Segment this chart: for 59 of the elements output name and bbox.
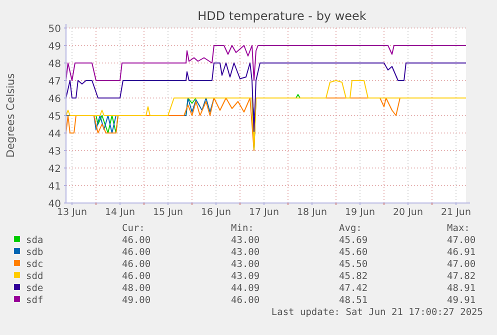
y-tick-label: 48 bbox=[48, 59, 61, 70]
text: 45.50 bbox=[339, 259, 368, 270]
y-tick-label: 41 bbox=[48, 182, 61, 192]
legend-label: sdd bbox=[26, 271, 44, 282]
text: 48.51 bbox=[339, 295, 368, 306]
text: 45.69 bbox=[339, 235, 368, 246]
text: 43.00 bbox=[231, 259, 260, 270]
y-tick-label: 44 bbox=[48, 129, 61, 140]
text: 46.00 bbox=[122, 235, 151, 246]
text: 46.00 bbox=[231, 295, 260, 306]
text: Max: bbox=[447, 223, 470, 234]
line-series bbox=[66, 80, 466, 150]
text: Last update: Sat Jun 21 17:00:27 2025 bbox=[271, 307, 483, 318]
text: 44.09 bbox=[231, 283, 260, 294]
legend-label: sdf bbox=[26, 295, 44, 306]
y-tick-label: 45 bbox=[48, 112, 61, 122]
x-tick-label: 17 Jun bbox=[249, 207, 279, 218]
text: Avg: bbox=[339, 223, 362, 234]
chart-title: HDD temperature - by week bbox=[198, 9, 366, 23]
y-tick-label: 49 bbox=[48, 42, 61, 52]
line-series bbox=[66, 45, 466, 81]
text: 45.60 bbox=[339, 247, 368, 258]
x-tick-label: 18 Jun bbox=[297, 207, 327, 218]
text: 46.91 bbox=[447, 247, 476, 258]
text: 46.00 bbox=[122, 271, 151, 282]
text: 47.00 bbox=[447, 235, 476, 246]
text: 48.91 bbox=[447, 283, 476, 294]
legend-label: sdc bbox=[26, 259, 44, 270]
line-series bbox=[66, 62, 466, 132]
text: 43.00 bbox=[231, 247, 260, 258]
y-tick-label: 46 bbox=[48, 94, 61, 105]
x-tick-label: 14 Jun bbox=[105, 207, 135, 218]
text: 49.00 bbox=[122, 295, 151, 306]
y-tick-label: 47 bbox=[48, 76, 61, 88]
y-tick-label: 42 bbox=[48, 164, 61, 175]
text: 48.00 bbox=[122, 283, 151, 294]
x-tick-label: 21 Jun bbox=[441, 207, 471, 218]
y-tick-label: 43 bbox=[48, 146, 61, 158]
x-tick-label: 15 Jun bbox=[153, 207, 183, 218]
text: 46.00 bbox=[122, 247, 151, 258]
legend-label: sda bbox=[26, 235, 44, 246]
text: 43.09 bbox=[231, 271, 260, 282]
x-tick-label: 13 Jun bbox=[57, 207, 87, 218]
text: 47.82 bbox=[447, 271, 476, 282]
text: Cur: bbox=[122, 223, 145, 234]
text: Min: bbox=[231, 223, 254, 234]
x-tick-label: 19 Jun bbox=[345, 207, 375, 218]
text: 47.00 bbox=[447, 259, 476, 270]
text: 46.00 bbox=[122, 259, 151, 270]
text: 49.91 bbox=[447, 295, 476, 306]
legend-label: sdb bbox=[26, 247, 44, 258]
text: 43.00 bbox=[231, 235, 260, 246]
y-tick-label: 50 bbox=[48, 24, 61, 35]
text: 47.42 bbox=[339, 283, 368, 294]
x-tick-label: 16 Jun bbox=[201, 207, 231, 218]
x-tick-label: 20 Jun bbox=[393, 207, 423, 218]
legend-label: sde bbox=[26, 283, 44, 294]
y-axis-title: Degrees Celsius bbox=[5, 73, 17, 158]
text: 45.82 bbox=[339, 271, 368, 282]
